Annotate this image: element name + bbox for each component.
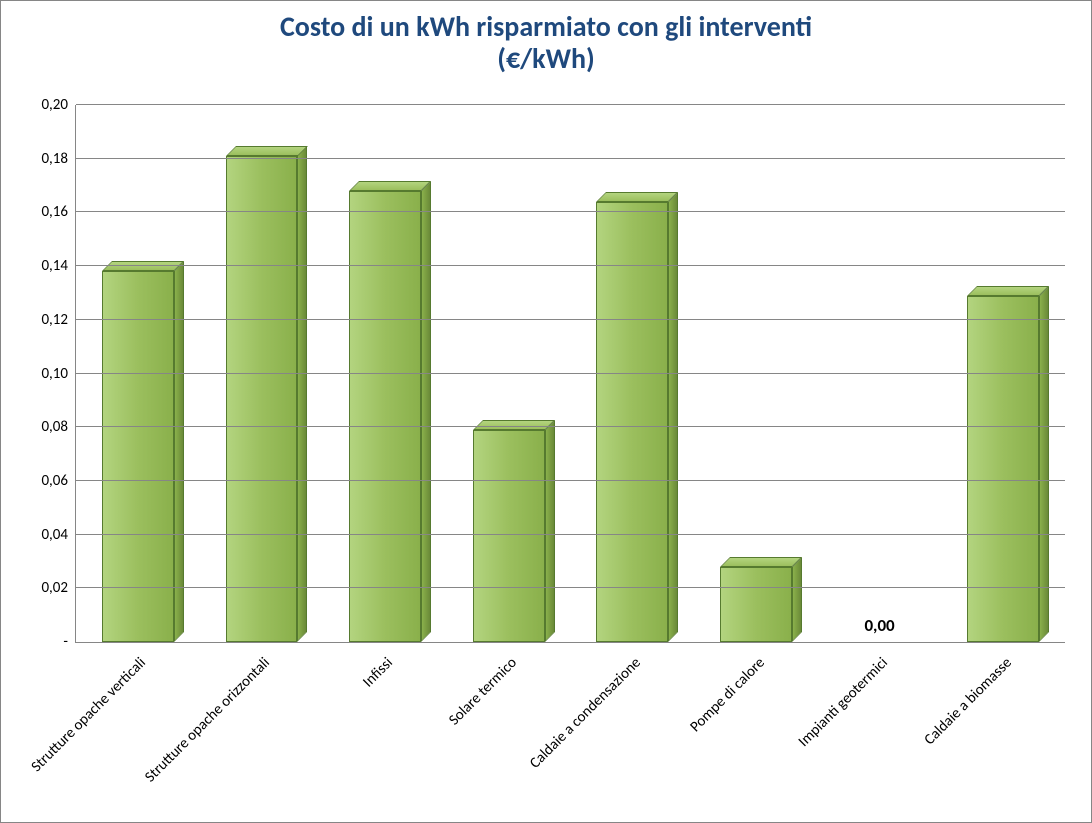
bar: [967, 296, 1039, 642]
plot-area: 0,140,180,170,080,160,030,000,13 -0,020,…: [75, 105, 1065, 643]
bar: [226, 156, 298, 642]
bar-side: [668, 192, 678, 642]
y-tick-label: 0,08: [41, 418, 68, 436]
y-tick-label: 0,12: [41, 311, 68, 329]
bar-top: [473, 420, 555, 430]
x-category-label: Solare termico: [446, 654, 521, 729]
grid-line: [76, 534, 1065, 535]
grid-line: [76, 480, 1065, 481]
y-tick-label: 0,04: [41, 526, 68, 544]
y-tick-label: 0,18: [41, 150, 68, 168]
bars-layer: 0,140,180,170,080,160,03 0,00 0,13: [76, 105, 1065, 642]
x-category-label: Impianti geotermici: [795, 654, 892, 751]
bar-top: [596, 192, 678, 202]
bar-front: [349, 191, 421, 642]
chart-title: Costo di un kWh risparmiato con gli inte…: [5, 5, 1087, 77]
y-tick-label: 0,10: [41, 365, 68, 383]
bar-slot: 0,17: [323, 105, 447, 642]
bar-side: [792, 557, 802, 642]
bar-slot: 0,16: [571, 105, 695, 642]
bar: [473, 430, 545, 642]
grid-line: [76, 104, 1065, 105]
bar-top: [967, 286, 1049, 296]
x-category-label: Pompe di calore: [686, 654, 768, 736]
grid-line: [76, 319, 1065, 320]
x-category-label: Caldaie a biomasse: [921, 654, 1016, 749]
bar-side: [297, 146, 307, 642]
bar-slot: 0,14: [76, 105, 200, 642]
bar-slot: 0,13: [941, 105, 1065, 642]
bar-top: [102, 261, 184, 271]
x-category-label: Infissi: [360, 654, 397, 691]
grid-line: [76, 587, 1065, 588]
bar: [349, 191, 421, 642]
bar-side: [1039, 286, 1049, 642]
x-axis-labels: Strutture opache verticaliStrutture opac…: [75, 646, 1065, 818]
y-tick-label: 0,06: [41, 472, 68, 490]
grid-line: [76, 211, 1065, 212]
bar-top: [226, 146, 308, 156]
y-tick-label: 0,14: [41, 257, 68, 275]
bar-side: [421, 181, 431, 642]
bar-front: [473, 430, 545, 642]
bar-front: [226, 156, 298, 642]
bar: [596, 202, 668, 642]
chart-title-line1: Costo di un kWh risparmiato con gli inte…: [15, 11, 1077, 43]
bar-side: [545, 420, 555, 642]
bar-front: [967, 296, 1039, 642]
bar-value-label: 0,00: [864, 615, 894, 636]
x-category-label: Strutture opache orizzontali: [141, 654, 273, 786]
bar-top: [720, 557, 802, 567]
grid-line: [76, 265, 1065, 266]
y-tick-label: 0,20: [41, 96, 68, 114]
grid-line: [76, 158, 1065, 159]
bar-slot: 0,03: [694, 105, 818, 642]
bar-front: [720, 567, 792, 642]
bar-front: [596, 202, 668, 642]
x-category-label: Strutture opache verticali: [28, 654, 150, 776]
x-category-label: Caldaie a condensazione: [526, 654, 644, 772]
chart-frame: Costo di un kWh risparmiato con gli inte…: [0, 0, 1092, 823]
bar-top: [349, 181, 431, 191]
y-tick-label: 0,02: [41, 579, 68, 597]
bar-slot: 0,18: [200, 105, 324, 642]
bar-slot: 0,08: [447, 105, 571, 642]
grid-line: [76, 373, 1065, 374]
chart-inner: Costo di un kWh risparmiato con gli inte…: [5, 5, 1087, 818]
bar: [720, 567, 792, 642]
chart-title-line2: (€/kWh): [15, 43, 1077, 75]
bar-slot: 0,00: [818, 105, 942, 642]
y-tick-label: -: [63, 633, 68, 651]
y-tick-label: 0,16: [41, 203, 68, 221]
plot-wrap: 0,140,180,170,080,160,030,000,13 -0,020,…: [21, 105, 1071, 643]
grid-line: [76, 426, 1065, 427]
